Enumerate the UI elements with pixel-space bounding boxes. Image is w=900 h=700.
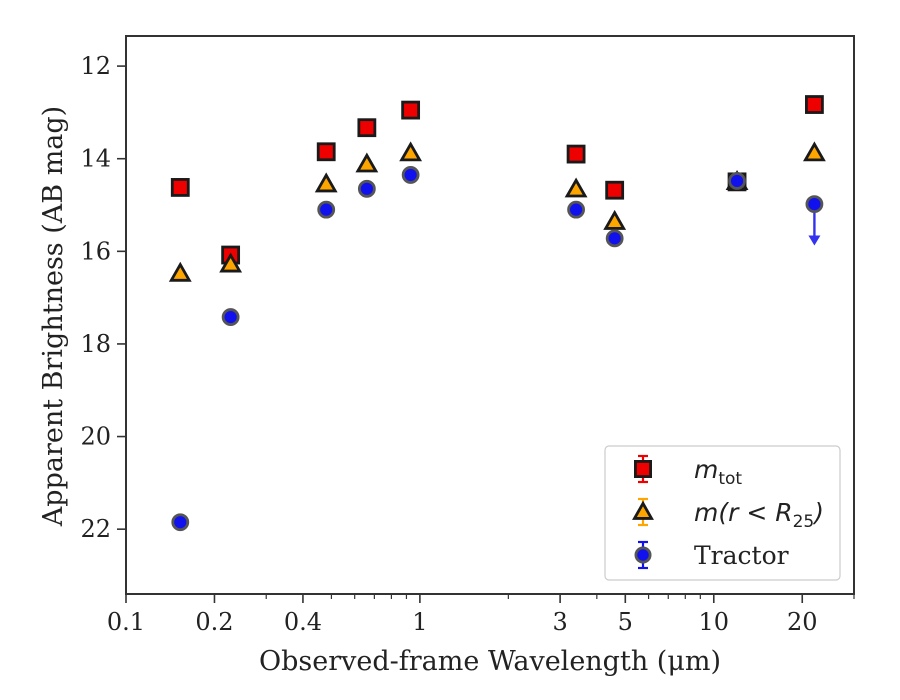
legend-entry: m(r < R25) [632, 497, 824, 532]
data-point-circle [317, 200, 336, 219]
x-tick-label: 0.2 [195, 608, 233, 636]
x-axis-label: Observed-frame Wavelength (μm) [259, 646, 721, 677]
x-tick-label: 20 [787, 608, 818, 636]
data-point-triangle [564, 177, 588, 198]
data-point-circle [728, 172, 746, 190]
data-point-circle [357, 179, 376, 198]
data-point-square [401, 100, 421, 120]
x-tick-label: 10 [699, 608, 730, 636]
data-point-circle [221, 308, 240, 326]
x-tick-label: 1 [412, 608, 427, 636]
data-point-triangle [603, 209, 627, 230]
data-point-square [357, 118, 377, 138]
y-tick-label: 12 [80, 52, 111, 80]
legend-label-main: Tractor [694, 541, 789, 570]
y-axis-label: Apparent Brightness (AB mag) [38, 106, 69, 527]
data-point-triangle [219, 252, 243, 273]
legend-label-tail: ) [812, 498, 824, 527]
data-point-circle [805, 195, 824, 213]
data-marks [168, 95, 826, 532]
data-point-square [605, 180, 625, 200]
legend-marker-square [634, 459, 653, 478]
y-tick-label: 14 [80, 145, 111, 173]
x-tick-label: 0.4 [284, 608, 322, 636]
data-point-circle [171, 513, 190, 532]
x-tick-label: 5 [618, 608, 633, 636]
legend: mtot m(r < R25) Tractor [604, 445, 841, 581]
series-circle [171, 166, 824, 532]
data-point-triangle [355, 152, 379, 173]
data-point-square [170, 178, 190, 197]
x-tick-label: 0.1 [107, 608, 145, 636]
legend-label-main: m(r < R [694, 498, 793, 527]
legend-marker-triangle [632, 500, 654, 520]
y-tick-label: 20 [80, 423, 111, 451]
legend-label: Tractor [694, 541, 789, 570]
data-point-circle [401, 166, 420, 184]
legend-label: m(r < R25) [694, 498, 824, 532]
plot-frame [125, 35, 855, 595]
data-point-triangle [168, 261, 192, 282]
data-point-triangle [314, 172, 338, 193]
data-point-triangle [399, 141, 423, 162]
y-tick-label: 22 [80, 515, 111, 543]
series-square [170, 95, 824, 265]
legend-label-subscript: 25 [793, 512, 815, 532]
y-tick-label: 18 [80, 330, 111, 358]
legend-entry: mtot [634, 454, 742, 489]
data-point-triangle [803, 141, 826, 162]
legend-label-main: m [694, 455, 718, 484]
legend-box [604, 445, 841, 581]
y-tick-label: 16 [80, 237, 111, 265]
data-point-square [316, 142, 336, 162]
upper-limit-arrowhead [808, 235, 821, 246]
legend-entry: Tractor [634, 540, 789, 570]
legend-label: mtot [694, 455, 742, 489]
data-point-square [566, 144, 586, 164]
data-point-square [805, 95, 824, 114]
legend-marker-circle [634, 546, 652, 564]
data-point-circle [605, 229, 624, 248]
axis-ticks: 0.1 0.2 0.4 1 3 5 10 20 12 14 16 18 20 22 [80, 52, 855, 636]
series-triangle [168, 141, 826, 282]
legend-label-subscript: tot [718, 469, 742, 489]
x-tick-label: 3 [552, 608, 567, 636]
data-point-circle [567, 200, 585, 219]
